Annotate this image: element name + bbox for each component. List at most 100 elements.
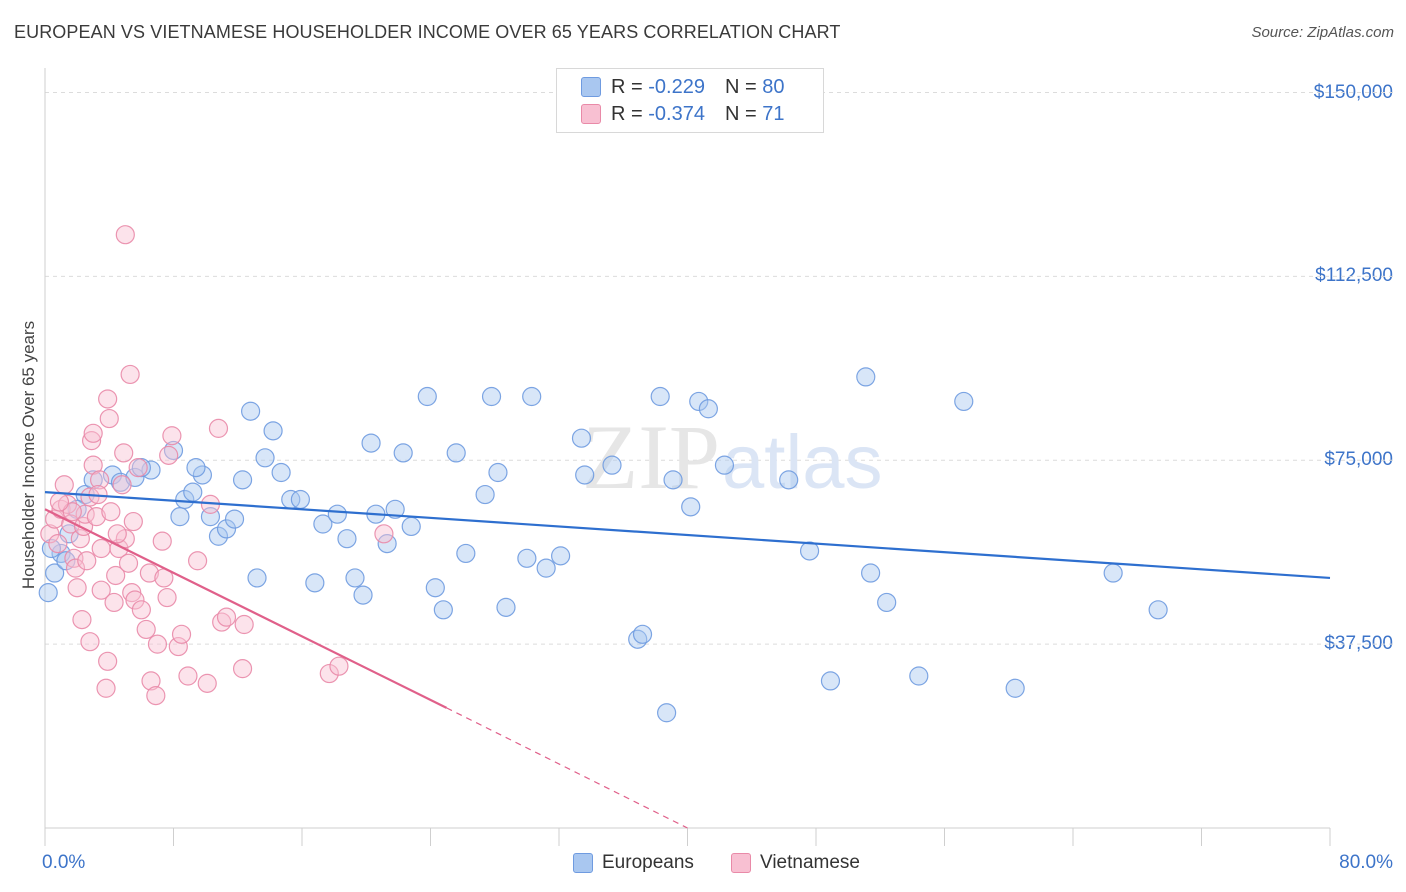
data-point bbox=[157, 587, 177, 608]
data-point bbox=[313, 514, 333, 534]
data-point bbox=[70, 529, 90, 549]
data-point bbox=[67, 578, 87, 598]
data-point bbox=[663, 470, 683, 490]
data-point bbox=[551, 546, 571, 566]
data-point bbox=[192, 465, 213, 485]
data-point bbox=[40, 524, 60, 544]
data-point bbox=[361, 433, 381, 453]
data-point bbox=[216, 519, 237, 539]
data-point bbox=[877, 592, 897, 613]
legend-label-vietnamese: Vietnamese bbox=[760, 852, 860, 873]
data-point bbox=[271, 462, 291, 483]
data-point bbox=[208, 418, 229, 438]
data-point bbox=[136, 619, 156, 640]
series-vietnamese bbox=[40, 225, 394, 706]
data-point bbox=[234, 614, 254, 635]
n-label: N = bbox=[724, 75, 757, 98]
data-point bbox=[433, 600, 453, 620]
data-point bbox=[861, 563, 881, 583]
data-point bbox=[909, 666, 929, 686]
data-point bbox=[714, 455, 735, 475]
data-point bbox=[139, 563, 160, 583]
legend-swatch-vietnamese bbox=[581, 104, 601, 124]
data-point bbox=[101, 502, 121, 522]
data-point bbox=[45, 563, 65, 583]
data-point bbox=[329, 656, 349, 676]
data-point bbox=[175, 489, 195, 510]
watermark-atlas: atlas bbox=[722, 420, 883, 505]
data-point bbox=[131, 600, 151, 620]
legend-swatch-vietnamese bbox=[731, 853, 751, 873]
data-point bbox=[147, 634, 168, 654]
r-value: -0.374 bbox=[648, 102, 705, 125]
gridlines bbox=[45, 92, 1395, 645]
data-point bbox=[91, 538, 111, 559]
data-point bbox=[417, 386, 437, 407]
data-point bbox=[168, 636, 188, 657]
y-tick-label: $112,500 bbox=[1315, 265, 1393, 287]
data-point bbox=[216, 607, 237, 627]
data-point bbox=[1103, 563, 1123, 583]
data-point bbox=[170, 507, 190, 527]
legend-row-europeans: R = -0.229 N = 80 bbox=[581, 74, 784, 100]
data-point bbox=[954, 391, 974, 412]
data-point bbox=[241, 401, 261, 421]
data-point bbox=[96, 678, 116, 698]
data-point bbox=[65, 558, 86, 578]
data-point bbox=[106, 565, 126, 586]
chart-title: EUROPEAN VS VIETNAMESE HOUSEHOLDER INCOM… bbox=[14, 22, 841, 42]
legend-row-vietnamese: R = -0.374 N = 71 bbox=[581, 101, 790, 127]
data-point bbox=[125, 590, 145, 610]
data-point bbox=[799, 541, 820, 561]
data-point bbox=[319, 663, 339, 684]
data-point bbox=[86, 507, 107, 527]
data-point bbox=[232, 470, 253, 490]
data-point bbox=[820, 671, 841, 691]
source-label: Source: ZipAtlas.com bbox=[1251, 24, 1394, 41]
n-value: 71 bbox=[762, 102, 785, 125]
data-point bbox=[183, 482, 203, 502]
legend-swatch-europeans bbox=[581, 77, 601, 97]
data-point bbox=[81, 431, 102, 451]
data-point bbox=[80, 632, 100, 652]
trend-extension-vietnamese bbox=[446, 707, 688, 829]
data-point bbox=[602, 455, 622, 475]
legend-item-europeans[interactable]: Europeans bbox=[573, 852, 694, 874]
trend-line-vietnamese bbox=[44, 508, 448, 709]
r-label: R = bbox=[611, 102, 643, 125]
data-point bbox=[517, 548, 537, 568]
data-point bbox=[141, 671, 161, 691]
trend-lines bbox=[44, 491, 1331, 829]
data-point bbox=[197, 673, 217, 693]
trend-line-europeans bbox=[44, 491, 1331, 580]
y-tick-label: $75,000 bbox=[1324, 449, 1393, 471]
data-point bbox=[102, 465, 123, 485]
data-point bbox=[49, 492, 70, 512]
data-point bbox=[98, 389, 118, 409]
data-point bbox=[123, 511, 143, 532]
data-point bbox=[107, 524, 127, 544]
legend-swatch-europeans bbox=[573, 853, 593, 873]
data-point bbox=[98, 651, 118, 671]
data-point bbox=[575, 465, 595, 485]
data-point bbox=[104, 592, 124, 613]
data-point bbox=[152, 531, 172, 551]
data-point bbox=[496, 597, 516, 617]
data-point bbox=[1005, 678, 1025, 698]
data-point bbox=[54, 475, 74, 495]
legend-label-europeans: Europeans bbox=[602, 852, 694, 873]
data-point bbox=[187, 551, 208, 571]
n-value: 80 bbox=[762, 75, 785, 98]
x-tick-max: 80.0% bbox=[1339, 852, 1393, 873]
data-point bbox=[353, 585, 373, 605]
data-point bbox=[114, 443, 134, 463]
data-point bbox=[305, 573, 325, 593]
data-point bbox=[475, 484, 495, 505]
legend-item-vietnamese[interactable]: Vietnamese bbox=[731, 852, 860, 874]
data-point bbox=[247, 568, 267, 588]
y-tick-label: $150,000 bbox=[1313, 81, 1393, 103]
data-point bbox=[779, 470, 799, 490]
data-point bbox=[456, 543, 476, 564]
data-point bbox=[48, 534, 68, 554]
x-tick-min: 0.0% bbox=[42, 852, 86, 873]
